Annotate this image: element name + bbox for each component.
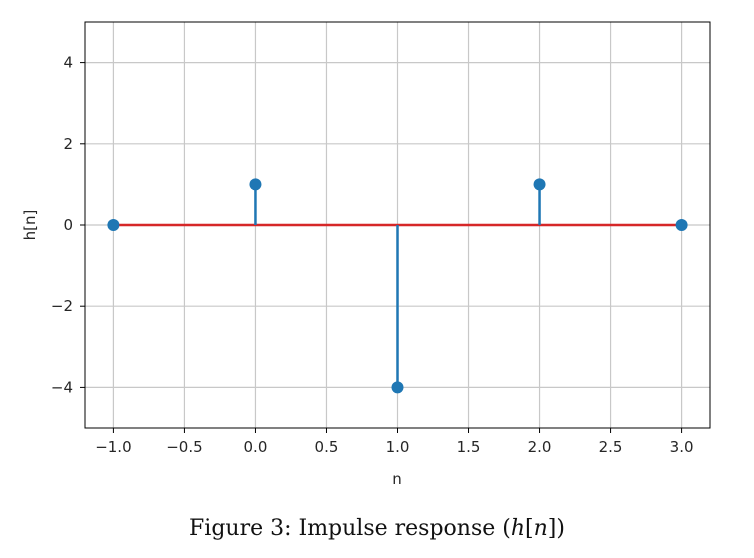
x-tick-label: −1.0	[95, 438, 131, 456]
caption-math-n: n	[533, 516, 548, 541]
x-tick-label: 1.5	[457, 438, 481, 456]
stem-marker	[533, 178, 546, 191]
x-tick-label: 0.5	[315, 438, 339, 456]
x-tick-label: 3.0	[670, 438, 694, 456]
x-tick-label: −0.5	[166, 438, 202, 456]
y-tick-label: −4	[51, 378, 73, 396]
caption-math-h: h	[510, 516, 526, 541]
figure-caption: Figure 3: Impulse response (h[n])	[0, 516, 754, 541]
x-axis-label: n	[392, 470, 402, 488]
y-tick-label: −2	[51, 297, 73, 315]
x-tick-label: 2.5	[599, 438, 623, 456]
x-ticks: −1.0 −0.5 0.0 0.5 1.0 1.5 2.0 2.5 3.0	[95, 428, 694, 456]
x-tick-label: 2.0	[528, 438, 552, 456]
caption-suffix: ])	[547, 516, 565, 541]
caption-bracket-open: [	[525, 516, 534, 541]
stem-marker	[391, 381, 404, 394]
y-tick-label: 4	[63, 54, 73, 72]
y-ticks: −4 −2 0 2 4	[51, 54, 85, 396]
stem-marker	[107, 219, 120, 231]
stem-marker	[249, 178, 262, 191]
stems-group	[107, 178, 688, 394]
y-axis-label: h[n]	[21, 210, 39, 241]
y-tick-label: 2	[63, 135, 73, 153]
stem-marker	[675, 219, 688, 231]
caption-prefix: Figure 3: Impulse response (	[189, 516, 511, 541]
x-tick-label: 1.0	[386, 438, 410, 456]
y-tick-label: 0	[63, 216, 73, 234]
x-tick-label: 0.0	[244, 438, 268, 456]
